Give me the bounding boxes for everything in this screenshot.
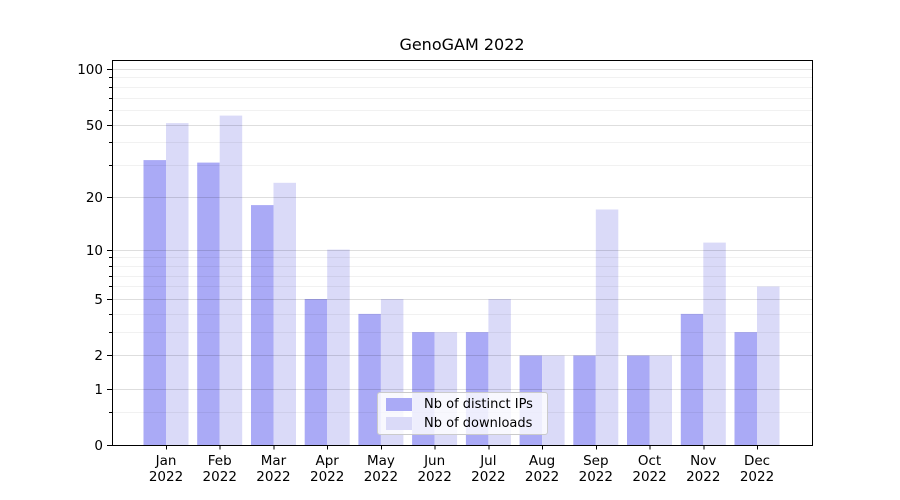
- x-tick-year-label: 2022: [579, 469, 613, 485]
- x-tick-year-label: 2022: [149, 469, 183, 485]
- x-tick-year-label: 2022: [364, 469, 398, 485]
- x-tick-month-label: Oct: [638, 453, 661, 469]
- legend-label-ips: Nb of distinct IPs: [424, 396, 533, 412]
- x-tick-month-label: Aug: [529, 453, 555, 469]
- x-tick-month-label: May: [367, 453, 395, 469]
- x-tick-month-label: Jan: [155, 453, 177, 469]
- bar-dec-ips: [734, 332, 757, 445]
- x-tick-month-label: Feb: [208, 453, 232, 469]
- x-tick-month-label: Dec: [744, 453, 770, 469]
- x-tick-year-label: 2022: [632, 469, 666, 485]
- x-tick-year-label: 2022: [203, 469, 237, 485]
- y-tick-label: 100: [77, 62, 103, 78]
- bar-feb-ips: [197, 162, 220, 445]
- bar-nov-ips: [680, 313, 704, 445]
- bar-oct-downloads: [649, 355, 672, 445]
- y-tick-label: 5: [94, 292, 103, 308]
- y-tick-label: 2: [94, 348, 103, 364]
- bar-mar-downloads: [273, 182, 296, 446]
- y-tick-label: 10: [86, 243, 103, 259]
- x-tick-year-label: 2022: [471, 469, 505, 485]
- y-axis: 0 1 2 5 10 20 50 100: [77, 62, 112, 454]
- bar-apr-ips: [304, 299, 328, 445]
- x-tick-year-label: 2022: [740, 469, 774, 485]
- x-tick-month-label: Mar: [261, 453, 287, 469]
- x-tick-year-label: 2022: [525, 469, 559, 485]
- gridlines: [112, 69, 812, 413]
- x-tick-month-label: Sep: [583, 453, 608, 469]
- x-tick-year-label: 2022: [417, 469, 451, 485]
- bar-mar-ips: [251, 205, 274, 445]
- y-tick-label: 0: [94, 438, 103, 454]
- plot-border: [112, 60, 813, 446]
- bar-feb-downloads: [219, 115, 243, 445]
- x-axis: Jan2022Feb2022Mar2022Apr2022May2022Jun20…: [149, 445, 774, 485]
- x-tick-month-label: Jun: [423, 453, 445, 469]
- bar-sep-downloads: [595, 209, 619, 445]
- x-tick-month-label: Apr: [316, 453, 340, 469]
- bar-may-ips: [358, 313, 381, 445]
- bar-jan-ips: [143, 160, 166, 445]
- legend-swatch-ips-icon: [386, 397, 412, 411]
- x-tick-month-label: Jul: [479, 453, 496, 469]
- legend-swatch-downloads-icon: [386, 416, 412, 430]
- bar-oct-ips: [627, 355, 650, 445]
- bar-sep-ips: [573, 355, 596, 445]
- x-tick-year-label: 2022: [310, 469, 344, 485]
- legend-item-downloads: Nb of downloads: [386, 416, 547, 431]
- y-tick-label: 1: [94, 382, 103, 398]
- x-tick-year-label: 2022: [256, 469, 290, 485]
- y-tick-label: 50: [86, 118, 103, 134]
- legend-item-ips: Nb of distinct IPs: [386, 397, 547, 412]
- y-tick-label: 20: [86, 190, 103, 206]
- x-tick-month-label: Nov: [690, 453, 716, 469]
- chart-title: GenoGAM 2022: [399, 35, 525, 54]
- bar-nov-downloads: [703, 242, 726, 445]
- bar-apr-downloads: [327, 249, 350, 445]
- bar-dec-downloads: [757, 286, 780, 445]
- bar-jan-downloads: [166, 123, 189, 445]
- legend: Nb of distinct IPs Nb of downloads: [377, 392, 548, 435]
- legend-label-downloads: Nb of downloads: [424, 415, 533, 431]
- x-tick-year-label: 2022: [686, 469, 720, 485]
